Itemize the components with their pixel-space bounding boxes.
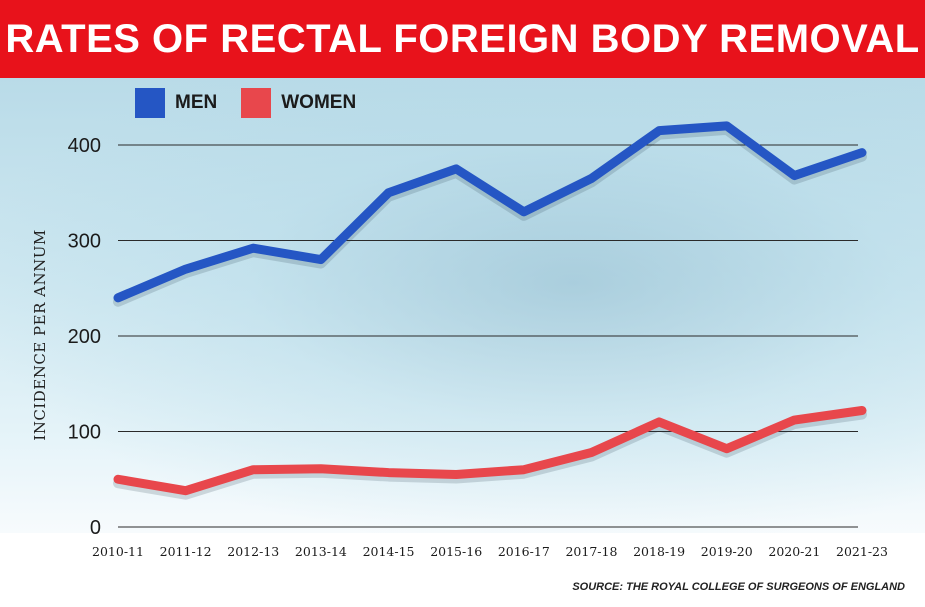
data-point-men-2020-21 — [793, 175, 795, 177]
series-line-women — [113, 405, 867, 496]
data-point-men-2015-16 — [455, 168, 457, 170]
legend-item-women: WOMEN — [241, 88, 356, 118]
data-point-women-2016-17 — [523, 469, 525, 471]
data-point-women-2020-21 — [793, 419, 795, 421]
x-tick-label-2021-23: 2021-23 — [836, 544, 888, 559]
x-tick-label-2020-21: 2020-21 — [768, 544, 820, 559]
data-point-men-2011-12 — [185, 268, 187, 270]
y-tick-label-0: 0 — [90, 517, 101, 539]
y-tick-label-400: 400 — [68, 135, 101, 157]
data-point-women-2015-16 — [455, 473, 457, 475]
data-point-women-2010-11 — [117, 478, 119, 480]
data-point-women-2019-20 — [726, 448, 728, 450]
legend: MEN WOMEN — [135, 88, 380, 118]
data-point-men-2014-15 — [388, 192, 390, 194]
x-tick-label-2015-16: 2015-16 — [430, 544, 482, 559]
data-point-men-2019-20 — [726, 125, 728, 127]
x-tick-label-2014-15: 2014-15 — [363, 544, 415, 559]
series-shadow-women — [113, 409, 867, 500]
y-tick-label-100: 100 — [68, 422, 101, 444]
data-point-women-2013-14 — [320, 468, 322, 470]
data-point-men-2021-23 — [861, 152, 863, 154]
data-point-women-2017-18 — [590, 452, 592, 454]
legend-label-men: MEN — [175, 92, 218, 113]
series-line-men — [113, 121, 867, 303]
legend-item-men: MEN — [135, 88, 217, 118]
y-tick-label-300: 300 — [68, 231, 101, 253]
data-point-men-2017-18 — [590, 177, 592, 179]
series-shadow-men — [113, 124, 867, 307]
title-bar — [0, 0, 925, 78]
data-point-men-2018-19 — [658, 130, 660, 132]
legend-swatch-women — [241, 88, 272, 118]
data-point-women-2021-23 — [861, 409, 863, 411]
x-tick-label-2019-20: 2019-20 — [701, 544, 753, 559]
data-point-women-2012-13 — [252, 469, 254, 471]
source-note: SOURCE: THE ROYAL COLLEGE OF SURGEONS OF… — [572, 581, 905, 593]
legend-swatch-men — [135, 88, 165, 118]
x-tick-label-2013-14: 2013-14 — [295, 544, 347, 559]
data-point-women-2018-19 — [658, 421, 660, 423]
x-tick-label-2010-11: 2010-11 — [92, 544, 144, 559]
x-tick-label-2011-12: 2011-12 — [160, 544, 212, 559]
y-tick-label-200: 200 — [68, 326, 101, 348]
legend-label-women: WOMEN — [281, 92, 357, 113]
data-point-women-2014-15 — [388, 472, 390, 474]
data-point-men-2013-14 — [320, 259, 322, 261]
data-point-women-2011-12 — [185, 490, 187, 492]
y-axis-label: INCIDENCE PER ANNUM — [31, 229, 49, 441]
data-point-men-2010-11 — [117, 297, 119, 299]
x-tick-label-2016-17: 2016-17 — [498, 544, 550, 559]
chart-title: RATES OF RECTAL FOREIGN BODY REMOVAL — [5, 16, 920, 61]
data-point-men-2012-13 — [252, 247, 254, 249]
x-tick-label-2018-19: 2018-19 — [633, 544, 685, 559]
x-tick-label-2017-18: 2017-18 — [565, 544, 617, 559]
x-tick-label-2012-13: 2012-13 — [227, 544, 279, 559]
data-point-men-2016-17 — [523, 211, 525, 213]
